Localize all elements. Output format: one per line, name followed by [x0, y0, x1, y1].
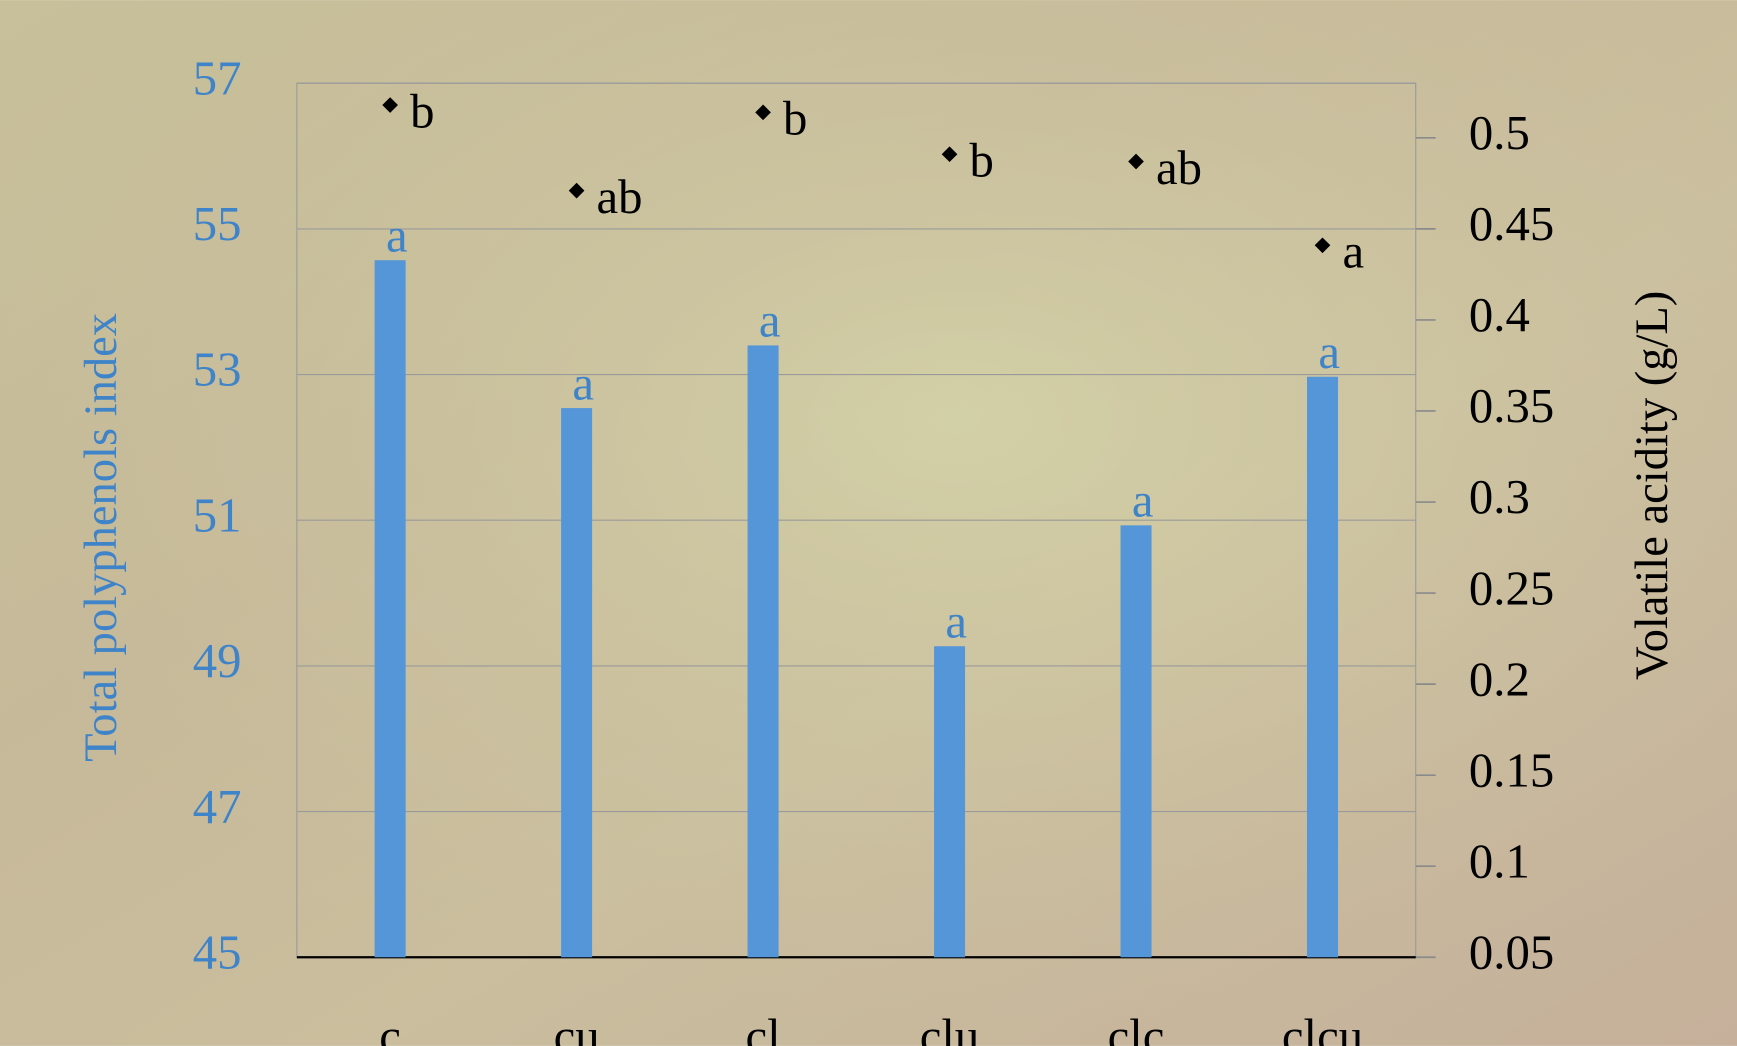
bar: [375, 260, 406, 957]
marker-label: b: [410, 84, 434, 138]
bar: [748, 345, 779, 957]
y-axis-label: Total polyphenols index: [76, 313, 127, 762]
bar-label: a: [945, 594, 967, 648]
marker-label: b: [969, 133, 993, 187]
x-tick-label: clcu: [1282, 1010, 1363, 1046]
marker-label: b: [783, 92, 807, 146]
y-tick-label: 57: [193, 51, 242, 105]
x-tick-label: c: [379, 1010, 401, 1046]
x-tick-label: clc: [1108, 1010, 1165, 1046]
y2-tick-label: 0.5: [1469, 106, 1530, 160]
marker-label: ab: [597, 170, 643, 224]
x-tick-label: cl: [745, 1010, 780, 1046]
y2-tick-label: 0.2: [1469, 652, 1530, 706]
bar: [561, 408, 592, 957]
y-tick-label: 47: [193, 780, 242, 834]
marker-label: a: [1342, 225, 1364, 279]
y-tick-label: 45: [193, 925, 242, 979]
y-tick-label: 53: [193, 343, 242, 397]
bar-label: a: [572, 356, 594, 410]
y2-tick-label: 0.3: [1469, 470, 1530, 524]
y2-tick-label: 0.25: [1469, 561, 1554, 615]
y-tick-label: 51: [193, 488, 242, 542]
bar: [1121, 525, 1152, 957]
bar-label: a: [759, 294, 781, 348]
bar: [934, 646, 965, 957]
chart: Total polyphenols index Volatile acidity…: [0, 0, 1737, 1046]
y-tick-label: 49: [193, 634, 242, 688]
y2-tick-label: 0.05: [1469, 925, 1554, 979]
bar-label: a: [1318, 325, 1340, 379]
y2-axis-label: Volatile acidity (g/L): [1627, 291, 1678, 680]
bar: [1307, 377, 1338, 958]
y2-tick-label: 0.1: [1469, 834, 1530, 888]
y2-tick-label: 0.35: [1469, 379, 1554, 433]
marker-label: ab: [1156, 141, 1202, 195]
y2-tick-label: 0.15: [1469, 743, 1554, 797]
x-tick-label: cu: [554, 1010, 600, 1046]
bar-label: a: [1132, 474, 1154, 528]
y2-tick-label: 0.45: [1469, 197, 1554, 251]
bar-label: a: [386, 208, 408, 262]
y2-tick-label: 0.4: [1469, 288, 1530, 342]
y-tick-label: 55: [193, 197, 242, 251]
x-tick-label: clu: [920, 1010, 980, 1046]
